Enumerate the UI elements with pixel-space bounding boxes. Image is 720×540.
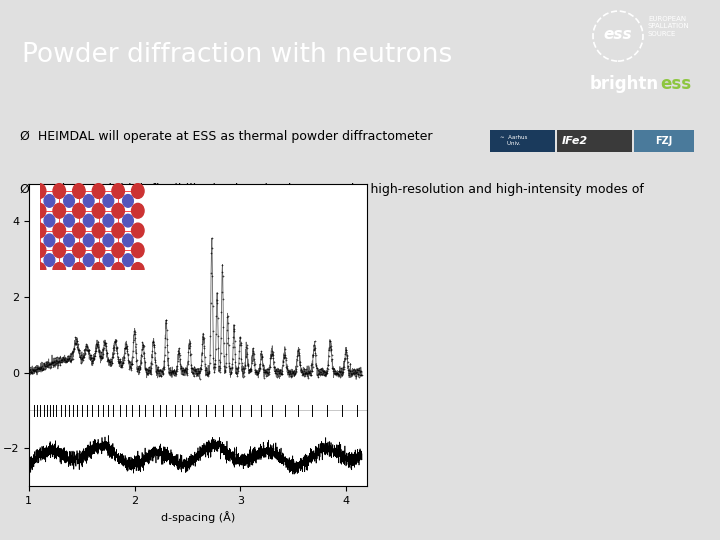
Circle shape — [73, 184, 85, 198]
Circle shape — [63, 234, 74, 247]
Circle shape — [33, 223, 46, 238]
Circle shape — [53, 223, 66, 238]
Text: Powder diffraction with neutrons: Powder diffraction with neutrons — [22, 42, 452, 68]
Bar — [557, 130, 632, 152]
Circle shape — [112, 204, 125, 218]
Circle shape — [92, 243, 105, 258]
Circle shape — [112, 243, 125, 258]
Circle shape — [33, 243, 46, 258]
Circle shape — [132, 204, 144, 218]
Circle shape — [73, 262, 85, 278]
Circle shape — [132, 243, 144, 258]
Circle shape — [132, 262, 144, 278]
Circle shape — [53, 243, 66, 258]
Circle shape — [103, 214, 114, 227]
Circle shape — [53, 204, 66, 218]
Text: brightn: brightn — [590, 75, 659, 92]
Text: Ø  HEIMDAL will operate at ESS as thermal powder diffractometer: Ø HEIMDAL will operate at ESS as thermal… — [20, 130, 433, 143]
Circle shape — [33, 204, 46, 218]
Circle shape — [53, 262, 66, 278]
Circle shape — [132, 184, 144, 198]
Text: FZJ: FZJ — [655, 136, 672, 146]
Circle shape — [44, 194, 55, 207]
Circle shape — [112, 262, 125, 278]
Text: Bragg peaks at d=λ /(2· sin2θ): Bragg peaks at d=λ /(2· sin2θ) — [40, 473, 279, 487]
Circle shape — [44, 234, 55, 247]
Text: ess: ess — [660, 75, 691, 92]
Text: ∼  Aarhus
    Univ.: ∼ Aarhus Univ. — [500, 135, 527, 146]
Circle shape — [103, 234, 114, 247]
Text: IFe2: IFe2 — [562, 136, 588, 146]
Circle shape — [63, 214, 74, 227]
Circle shape — [44, 214, 55, 227]
Text: EUROPEAN
SPALLATION
SOURCE: EUROPEAN SPALLATION SOURCE — [648, 16, 690, 37]
Circle shape — [92, 204, 105, 218]
Text: Ø  Design goal: high flexibility in choosing between the high-resolution and hig: Ø Design goal: high flexibility in choos… — [20, 183, 644, 195]
Circle shape — [84, 194, 94, 207]
Bar — [634, 130, 694, 152]
Circle shape — [63, 194, 74, 207]
Bar — [490, 130, 555, 152]
Circle shape — [122, 254, 133, 266]
Circle shape — [73, 204, 85, 218]
Circle shape — [103, 194, 114, 207]
Circle shape — [112, 223, 125, 238]
Circle shape — [33, 184, 46, 198]
Circle shape — [84, 254, 94, 266]
Circle shape — [122, 214, 133, 227]
Circle shape — [73, 223, 85, 238]
Circle shape — [112, 184, 125, 198]
Circle shape — [44, 254, 55, 266]
Text: operations.: operations. — [32, 222, 119, 235]
Circle shape — [63, 254, 74, 266]
Circle shape — [122, 234, 133, 247]
Text: ess: ess — [603, 26, 632, 42]
X-axis label: d-spacing (Å): d-spacing (Å) — [161, 511, 235, 523]
Circle shape — [122, 194, 133, 207]
Circle shape — [33, 262, 46, 278]
Circle shape — [84, 214, 94, 227]
Circle shape — [92, 184, 105, 198]
Circle shape — [92, 262, 105, 278]
Circle shape — [92, 223, 105, 238]
Circle shape — [84, 234, 94, 247]
Circle shape — [73, 243, 85, 258]
Circle shape — [132, 223, 144, 238]
Circle shape — [103, 254, 114, 266]
Circle shape — [53, 184, 66, 198]
